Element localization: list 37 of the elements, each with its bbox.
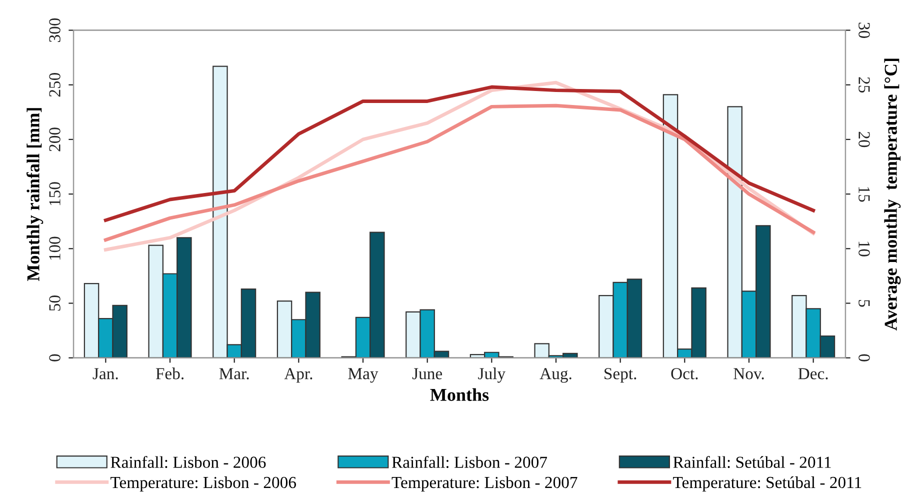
y2-tick-label: 5	[858, 300, 870, 307]
y-axis-title: Monthly rainfall [mm]	[26, 108, 44, 281]
x-tick-label: May	[348, 368, 378, 383]
legend-label: Rainfall: Lisbon - 2007	[392, 456, 548, 468]
x-tick-label: July	[478, 368, 506, 383]
x-tick-label: Dec.	[798, 368, 828, 380]
legend-label: Temperature: Lisbon - 2007	[392, 476, 578, 492]
x-tick-label: Oct.	[671, 368, 698, 380]
y2-axis-title: Average monthly temperature [°C]	[884, 58, 901, 331]
y-tick-label: 300	[49, 18, 60, 42]
legend-label: Temperature: Setúbal - 2011	[673, 476, 862, 492]
y2-tick-label: 15	[858, 187, 870, 202]
line-series	[104, 104, 816, 242]
legend-label: Rainfall: Lisbon - 2006	[110, 456, 266, 468]
y-tick-label: 100	[49, 236, 60, 260]
x-tick-label: Nov.	[734, 368, 764, 380]
y2-tick-label: 25	[858, 77, 870, 93]
y-tick-label: 50	[49, 296, 60, 311]
y2-tick-label: 0	[858, 354, 870, 362]
line-series	[104, 85, 816, 222]
y2-tick-label: 30	[858, 22, 870, 38]
y2-tick-label: 20	[858, 132, 870, 148]
legend-label: Rainfall: Setúbal - 2011	[673, 456, 831, 468]
legend-label: Temperature: Lisbon - 2006	[110, 476, 296, 492]
x-tick-label: Sept.	[604, 368, 636, 383]
x-axis-title: Months	[430, 388, 489, 401]
y-tick-label: 250	[49, 72, 60, 97]
x-tick-label: Mar.	[219, 368, 249, 380]
y-tick-label: 150	[49, 182, 60, 206]
x-tick-label: Aug.	[540, 368, 572, 383]
x-tick-label: Feb.	[156, 368, 184, 380]
x-tick-label: Jan.	[92, 368, 118, 380]
y-tick-label: 0	[49, 354, 60, 362]
y2-tick-label: 10	[858, 242, 870, 256]
x-tick-label: Apr.	[284, 368, 312, 383]
x-tick-label: June	[412, 368, 442, 380]
y-tick-label: 200	[49, 128, 60, 152]
